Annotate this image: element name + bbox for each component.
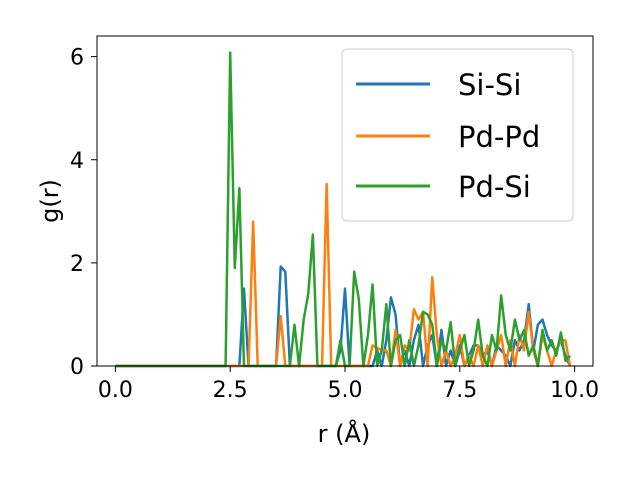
legend-label-pd-si: Pd-Si	[458, 170, 531, 204]
y-axis-label: g(r)	[36, 179, 64, 223]
legend-label-si-si: Si-Si	[458, 68, 521, 102]
x-tick-label: 10.0	[550, 378, 599, 403]
x-tick-label: 7.5	[442, 378, 477, 403]
y-tick-label: 0	[70, 355, 84, 380]
x-tick-label: 2.5	[213, 378, 248, 403]
legend-label-pd-pd: Pd-Pd	[458, 120, 540, 154]
x-tick-label: 0.0	[98, 378, 133, 403]
y-axis-ticks: 0 2 4 6	[70, 46, 97, 380]
y-tick-label: 4	[70, 149, 84, 174]
legend: Si-Si Pd-Pd Pd-Si	[341, 48, 574, 222]
y-tick-label: 2	[70, 252, 84, 277]
y-tick-label: 6	[70, 46, 84, 71]
x-axis-ticks: 0.0 2.5 5.0 7.5 10.0	[98, 366, 599, 403]
x-axis-label: r (Å)	[318, 419, 371, 448]
legend-box	[341, 48, 574, 222]
x-tick-label: 5.0	[328, 378, 363, 403]
